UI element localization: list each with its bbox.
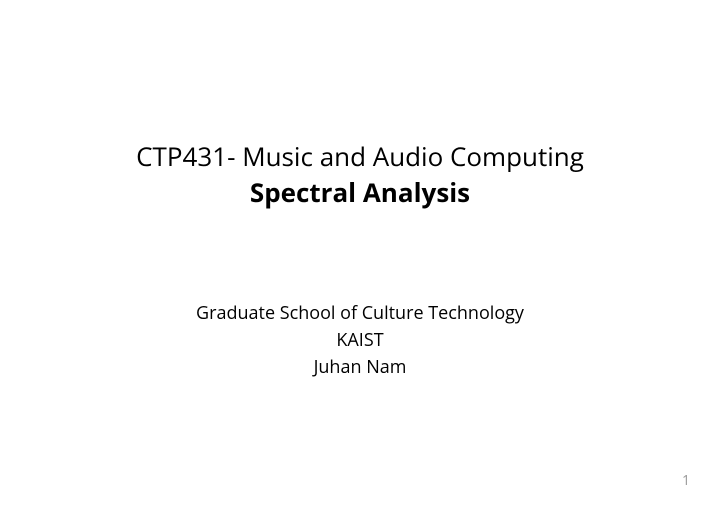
author-name: Juhan Nam xyxy=(196,354,524,381)
page-number: 1 xyxy=(682,471,690,490)
author-block: Graduate School of Culture Technology KA… xyxy=(196,300,524,381)
slide-subtitle: Spectral Analysis xyxy=(136,176,584,210)
title-block: CTP431- Music and Audio Computing Spectr… xyxy=(136,140,584,210)
course-title: CTP431- Music and Audio Computing xyxy=(136,140,584,174)
slide-container: CTP431- Music and Audio Computing Spectr… xyxy=(0,0,720,510)
institution-text: KAIST xyxy=(196,327,524,354)
affiliation-text: Graduate School of Culture Technology xyxy=(196,300,524,327)
